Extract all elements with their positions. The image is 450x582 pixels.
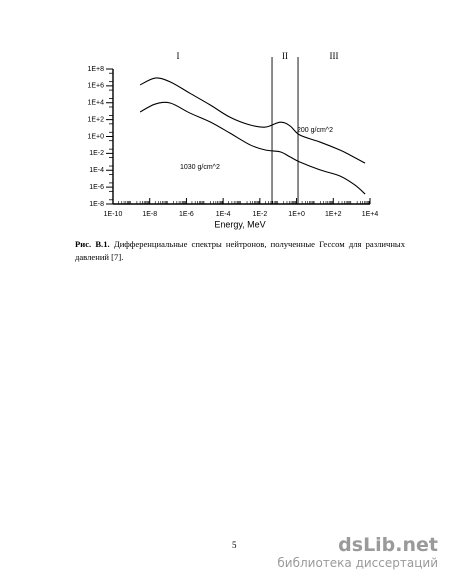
series-label: 200 g/cm^2 <box>297 127 333 134</box>
x-tick-label: 1E+0 <box>288 211 305 218</box>
series-line <box>139 77 366 164</box>
page-number: 5 <box>232 540 237 550</box>
region-label: III <box>330 51 339 61</box>
series-line <box>139 101 366 195</box>
y-tick-label: 1E+0 <box>87 133 104 140</box>
x-axis-label: Energy, MeV <box>214 219 265 229</box>
y-tick-label: 1E-2 <box>89 150 104 157</box>
x-tick-label: 1E-4 <box>216 211 231 218</box>
region-label: I <box>177 51 180 61</box>
y-tick-label: 1E-8 <box>89 201 104 208</box>
region-label: II <box>282 51 288 61</box>
caption-text: Дифференциальные спектры нейтронов, полу… <box>75 239 405 262</box>
y-tick-label: 1E+6 <box>87 83 104 90</box>
x-tick-label: 1E-6 <box>179 211 194 218</box>
x-tick-label: 1E+2 <box>325 211 342 218</box>
x-tick-label: 1E-8 <box>142 211 157 218</box>
x-tick-label: 1E+4 <box>362 211 379 218</box>
y-tick-label: 1E-4 <box>89 167 104 174</box>
x-tick-label: 1E-10 <box>104 211 123 218</box>
y-tick-label: 1E+4 <box>87 100 104 107</box>
y-tick-label: 1E+2 <box>87 116 104 123</box>
x-tick-label: 1E-2 <box>252 211 267 218</box>
y-tick-label: 1E+8 <box>87 66 104 73</box>
caption-label: Рис. В.1. <box>75 239 110 249</box>
series-label: 1030 g/cm^2 <box>180 164 220 171</box>
chart: Energy, MeV 1E-10 1E-8 1E-6 1E-4 1E-2 1E+0 1E+… <box>87 51 379 229</box>
caption: Рис. В.1. Дифференциальные спектры нейтр… <box>75 238 405 264</box>
watermark: dsLib.net библиотека диссертаций <box>277 534 438 570</box>
watermark-subtitle: библиотека диссертаций <box>277 556 438 570</box>
y-tick-label: 1E-6 <box>89 184 104 191</box>
watermark-logo: dsLib.net <box>338 534 438 556</box>
